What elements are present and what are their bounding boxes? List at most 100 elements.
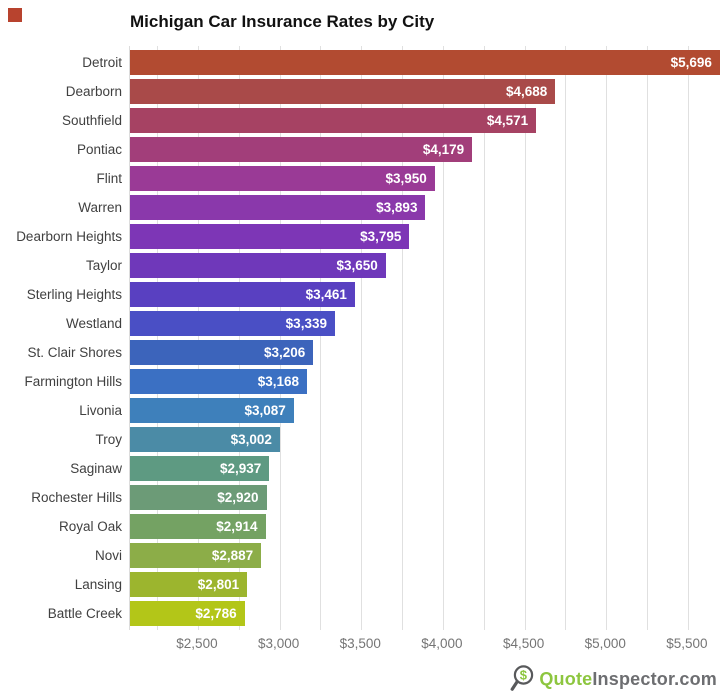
- bar-row: Westland $3,339: [66, 311, 724, 340]
- x-tick-label: $4,000: [421, 636, 463, 651]
- bar: $4,688: [130, 79, 556, 104]
- bar: $3,650: [130, 253, 386, 278]
- category-label: Southfield: [61, 113, 122, 128]
- category-label: Westland: [65, 316, 122, 331]
- category-label: Taylor: [85, 258, 122, 273]
- bar-value-label: $5,696: [670, 55, 712, 70]
- bar: $3,339: [130, 311, 335, 336]
- bar-value-label: $2,801: [197, 577, 240, 592]
- bar: $2,801: [130, 572, 248, 597]
- bar-row: Pontiac $4,179: [77, 137, 724, 166]
- bar-value-label: $2,937: [220, 461, 262, 476]
- bar: $3,795: [130, 224, 410, 249]
- bar-value-label: $3,950: [385, 171, 427, 186]
- x-axis: $2,500 $3,000 $3,500 $4,000 $4,500 $5,000 $5,5…: [129, 636, 724, 654]
- corner-marker: [8, 8, 22, 22]
- category-label: Flint: [96, 171, 122, 186]
- bar: $2,786: [130, 601, 245, 626]
- bar: $5,696: [130, 50, 720, 75]
- category-label: Detroit: [82, 55, 122, 70]
- bar-value-label: $3,650: [336, 258, 378, 273]
- brand-logo: $ Quote Inspector.com: [509, 663, 717, 695]
- bar: $3,950: [130, 166, 435, 191]
- bar: $3,893: [130, 195, 426, 220]
- category-label: Saginaw: [70, 461, 122, 476]
- x-tick-label: $4,500: [502, 636, 545, 651]
- bar-value-label: $4,688: [506, 84, 548, 99]
- category-label: Lansing: [74, 577, 122, 592]
- gridline: [524, 46, 526, 630]
- bar-row: Detroit $5,696: [82, 50, 724, 79]
- bar-value-label: $2,914: [216, 519, 258, 534]
- x-tick-label: $3,500: [339, 636, 381, 651]
- gridline: [687, 46, 689, 630]
- x-tick-label: $2,500: [176, 636, 218, 651]
- bar-value-label: $3,168: [257, 374, 300, 389]
- bar: $2,937: [130, 456, 270, 481]
- bar: $4,571: [130, 108, 537, 133]
- bar-row: Troy $3,002: [96, 427, 724, 456]
- category-label: Novi: [94, 548, 122, 563]
- bar: $3,461: [130, 282, 355, 307]
- svg-text:$: $: [520, 668, 528, 683]
- bar: $3,168: [130, 369, 308, 394]
- bar-value-label: $3,206: [263, 345, 306, 360]
- bar-value-label: $3,893: [376, 200, 418, 215]
- bar-row: Rochester Hills $2,920: [31, 485, 724, 514]
- category-label: Sterling Heights: [26, 287, 122, 302]
- chart-title: Michigan Car Insurance Rates by City: [130, 12, 435, 31]
- gridline: [238, 46, 240, 630]
- category-label: Warren: [78, 200, 122, 215]
- logo-text-quote: Quote: [539, 668, 593, 689]
- bar: $2,920: [130, 485, 267, 510]
- gridline: [606, 46, 608, 630]
- category-label: Pontiac: [76, 142, 122, 157]
- bar-row: Saginaw $2,937: [70, 456, 724, 485]
- logo-text-inspector: Inspector.com: [592, 668, 717, 689]
- dollar-magnifier-icon: $: [510, 665, 534, 691]
- bar-row: Dearborn Heights $3,795: [16, 224, 724, 253]
- bar-rows: Detroit $5,696 Dearborn $4,688 Southfield $4,…: [16, 50, 724, 630]
- bar-value-label: $2,920: [217, 490, 259, 505]
- category-label: St. Clair Shores: [27, 345, 122, 360]
- bar: $2,887: [130, 543, 262, 568]
- plot-area: Detroit $5,696 Dearborn $4,688 Southfield $4,…: [16, 46, 724, 630]
- category-label: Troy: [95, 432, 123, 447]
- gridline: [483, 46, 485, 630]
- bar-row: Royal Oak $2,914: [59, 514, 724, 543]
- bar-row: Livonia $3,087: [79, 398, 724, 427]
- bar-value-label: $4,571: [486, 113, 529, 128]
- category-label: Royal Oak: [58, 519, 122, 534]
- bar-row: Sterling Heights $3,461: [27, 282, 724, 311]
- gridline: [565, 46, 567, 630]
- bar-value-label: $2,786: [195, 606, 237, 621]
- bar-row: Lansing $2,801: [75, 572, 724, 601]
- bar-row: Battle Creek $2,786: [48, 601, 724, 630]
- bar-value-label: $3,087: [244, 403, 286, 418]
- x-tick-label: $5,500: [666, 636, 708, 651]
- bar: $2,914: [130, 514, 266, 539]
- gridline: [279, 46, 281, 630]
- category-label: Farmington Hills: [24, 374, 122, 389]
- bar: $3,087: [130, 398, 294, 423]
- category-label: Battle Creek: [47, 606, 122, 621]
- bar-value-label: $3,795: [360, 229, 402, 244]
- bar-row: Novi $2,887: [95, 543, 724, 572]
- x-tick-label: $3,000: [257, 636, 300, 651]
- gridline: [157, 46, 159, 630]
- gridline: [197, 46, 199, 630]
- category-label: Dearborn: [65, 84, 122, 99]
- bar: $4,179: [130, 137, 473, 162]
- bar-value-label: $3,339: [285, 316, 327, 331]
- bar-row: Warren $3,893: [78, 195, 724, 224]
- bar-row: St. Clair Shores $3,206: [27, 340, 724, 369]
- bar-row: Southfield $4,571: [62, 108, 724, 137]
- bar-row: Flint $3,950: [96, 166, 724, 195]
- gridline: [647, 46, 649, 630]
- bar-value-label: $3,002: [230, 432, 272, 447]
- bar-value-label: $4,179: [422, 142, 465, 157]
- bar-row: Dearborn $4,688: [66, 79, 724, 108]
- gridline: [320, 46, 322, 630]
- bar-value-label: $3,461: [305, 287, 347, 302]
